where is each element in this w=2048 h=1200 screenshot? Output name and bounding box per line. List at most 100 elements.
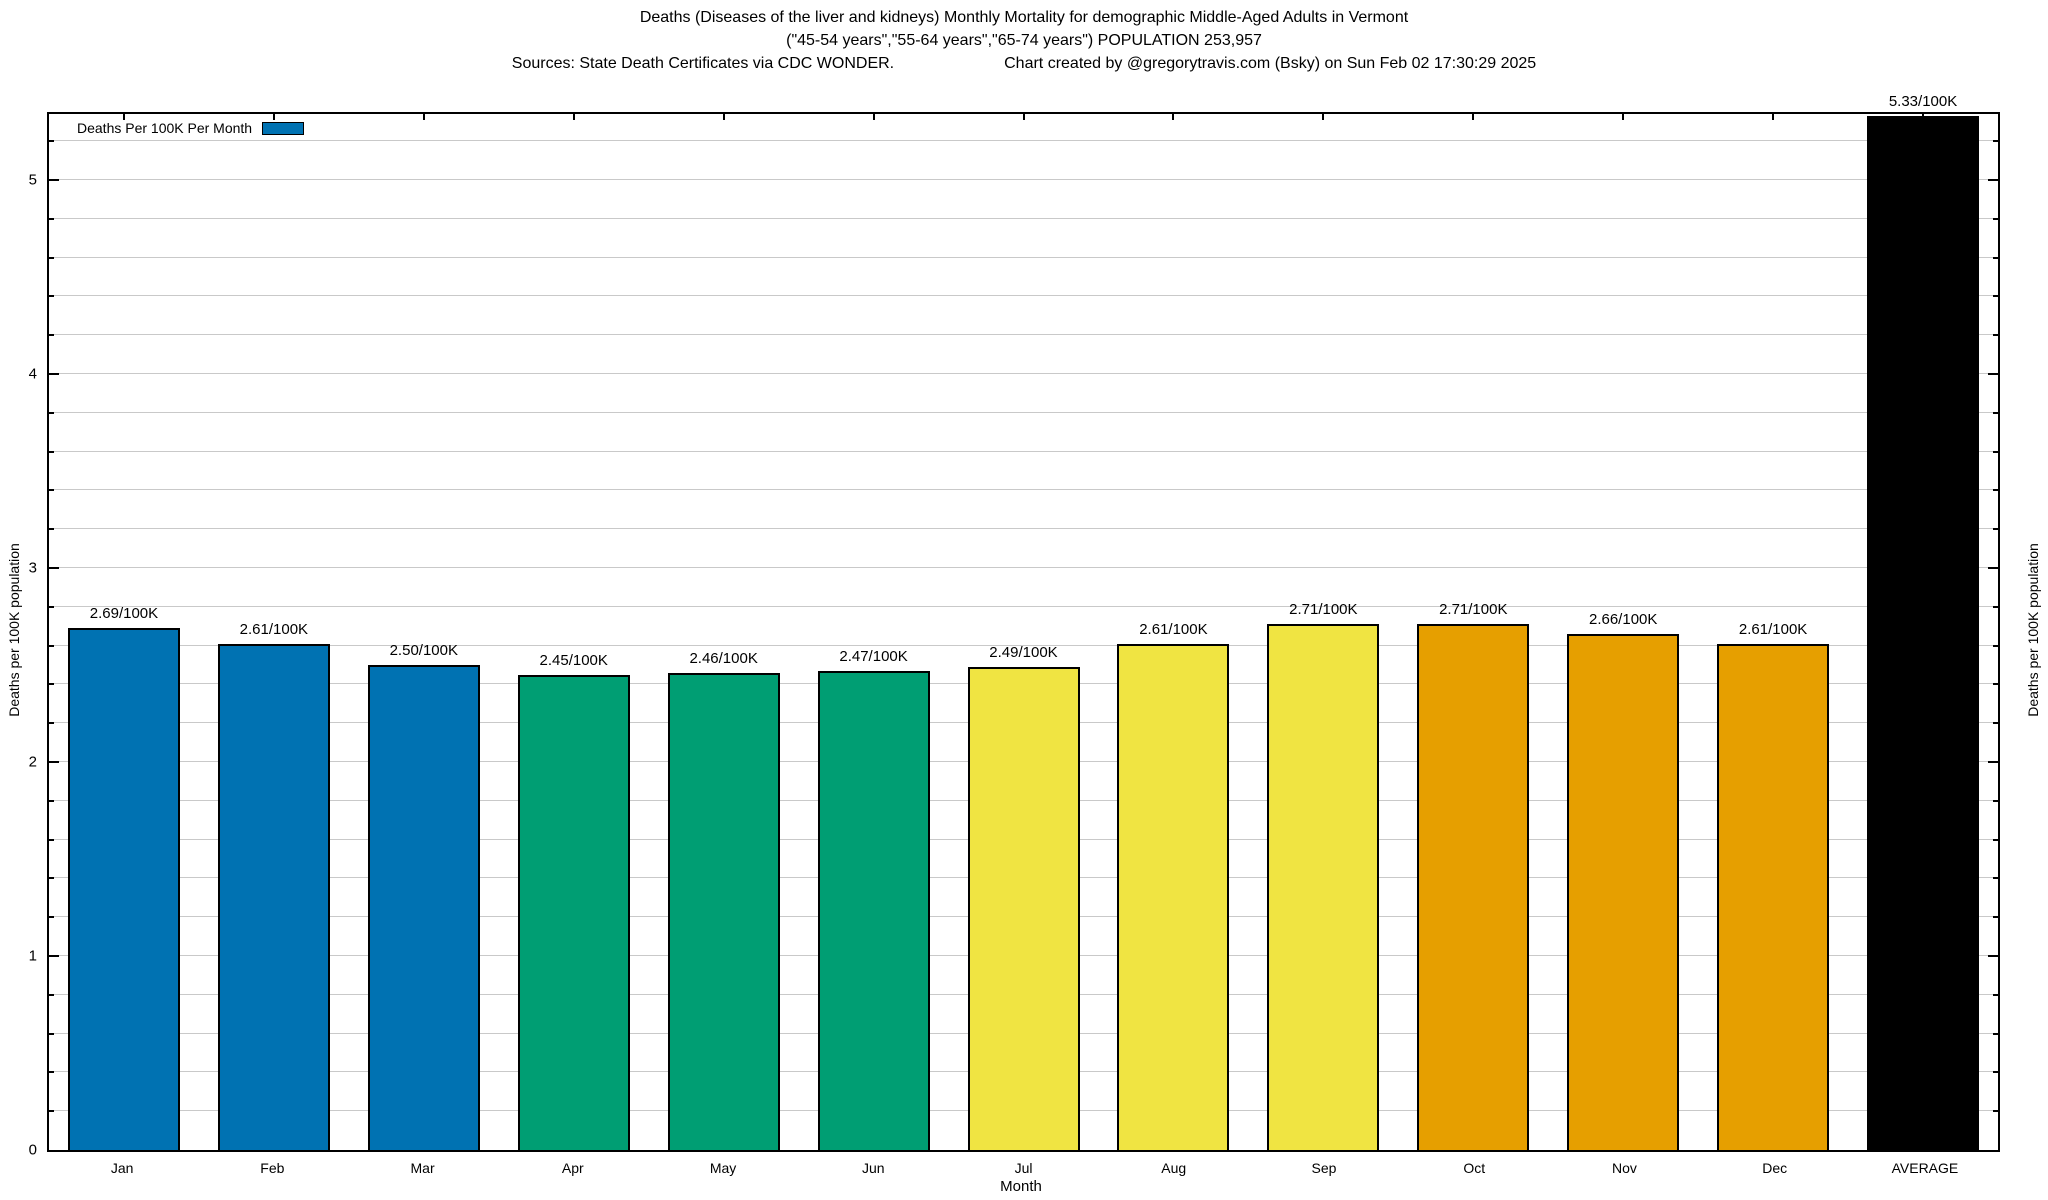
y-tick bbox=[1993, 877, 1998, 880]
y-tick bbox=[1993, 217, 1998, 220]
y-tick bbox=[1993, 683, 1998, 686]
x-tick-label-nov: Nov bbox=[1612, 1160, 1637, 1176]
y-tick bbox=[49, 450, 54, 453]
y-tick bbox=[49, 217, 54, 220]
y-tick bbox=[1993, 1032, 1998, 1035]
y-tick bbox=[49, 528, 54, 531]
bar-may bbox=[667, 672, 780, 1150]
y-tick bbox=[1993, 838, 1998, 841]
y-tick bbox=[1993, 256, 1998, 259]
bar-oct bbox=[1417, 624, 1530, 1150]
y-tick bbox=[1993, 644, 1998, 647]
y-gridline bbox=[49, 566, 1998, 568]
y-tick bbox=[49, 1032, 54, 1035]
y-tick bbox=[1993, 605, 1998, 608]
y-tick bbox=[49, 799, 54, 802]
y-tick-label: 0 bbox=[28, 1141, 37, 1159]
y-tick bbox=[49, 489, 54, 492]
y-tick bbox=[1988, 761, 1998, 763]
y-tick-label: 3 bbox=[28, 559, 37, 577]
x-axis-label: Month bbox=[1000, 1178, 1042, 1195]
bar-aug bbox=[1117, 643, 1230, 1150]
y-tick bbox=[49, 993, 54, 996]
x-tick-labels: Jan Feb Mar Apr May Jun Jul Aug Sep Oct Nov Dec AVER… bbox=[47, 1160, 2000, 1176]
x-top-tick bbox=[1472, 114, 1475, 120]
bar-jun bbox=[817, 670, 930, 1150]
bar-value-label: 2.61/100K bbox=[1139, 620, 1208, 638]
y-tick bbox=[49, 644, 54, 647]
y-gridline bbox=[49, 450, 1998, 452]
bar-value-label: 2.50/100K bbox=[389, 641, 458, 659]
y-tick bbox=[1993, 489, 1998, 492]
x-tick-label-dec: Dec bbox=[1762, 1160, 1788, 1176]
chart-title-line2: ("45-54 years","55-64 years","65-74 year… bbox=[786, 32, 1262, 49]
chart-source-row: Sources: State Death Certificates via CD… bbox=[0, 56, 2048, 72]
y-tick bbox=[1993, 334, 1998, 337]
x-top-tick bbox=[1022, 114, 1025, 120]
bar-value-label: 2.45/100K bbox=[539, 651, 608, 669]
y-tick-label: 2 bbox=[28, 753, 37, 771]
y-tick bbox=[49, 838, 54, 841]
y-gridline bbox=[49, 372, 1998, 374]
bar-jul bbox=[967, 666, 1080, 1150]
y-gridline bbox=[49, 256, 1998, 258]
y-axis-label-right: Deaths per 100K population bbox=[2025, 543, 2041, 717]
bar-value-label: 5.33/100K bbox=[1888, 92, 1958, 110]
bar-value-label: 2.49/100K bbox=[989, 643, 1058, 661]
chart-header: Deaths (Diseases of the liver and kidney… bbox=[0, 10, 2048, 79]
x-tick-label-feb: Feb bbox=[260, 1160, 285, 1176]
y-tick bbox=[1993, 1071, 1998, 1074]
y-gridline bbox=[49, 334, 1998, 336]
y-tick bbox=[49, 178, 59, 181]
y-tick-label: 4 bbox=[28, 365, 37, 383]
x-tick-label-sep: Sep bbox=[1311, 1160, 1337, 1176]
x-top-tick bbox=[1322, 114, 1325, 120]
plot-area: Deaths Per 100K Per Month 0 1 2 3 4 5 2.69/100… bbox=[29, 93, 2000, 1159]
bar-sep bbox=[1267, 624, 1380, 1150]
y-axis-label-left: Deaths per 100K population bbox=[6, 543, 22, 717]
y-tick bbox=[1988, 372, 1998, 375]
x-top-tick bbox=[722, 114, 725, 120]
bar-nov bbox=[1567, 633, 1680, 1150]
x-top-tick bbox=[272, 114, 275, 120]
y-tick bbox=[49, 140, 54, 143]
legend-swatch bbox=[262, 121, 305, 135]
y-tick bbox=[49, 605, 54, 608]
y-tick bbox=[49, 1071, 54, 1074]
bar-value-label: 2.71/100K bbox=[1289, 601, 1358, 619]
x-tick-label-jan: Jan bbox=[110, 1160, 134, 1176]
bar-value-label: 2.71/100K bbox=[1439, 601, 1508, 619]
x-top-tick bbox=[1772, 114, 1775, 120]
y-gridline bbox=[49, 528, 1998, 530]
x-tick-label-jul: Jul bbox=[1014, 1160, 1033, 1176]
bar-feb bbox=[217, 643, 330, 1150]
y-tick bbox=[1988, 955, 1998, 957]
x-tick-label-jun: Jun bbox=[862, 1160, 885, 1176]
chart-title-line1: Deaths (Diseases of the liver and kidney… bbox=[639, 9, 1409, 26]
y-tick bbox=[49, 295, 54, 298]
x-top-tick bbox=[1172, 114, 1175, 120]
x-tick-label-mar: Mar bbox=[410, 1160, 435, 1176]
y-tick bbox=[1993, 722, 1998, 725]
y-tick bbox=[1993, 295, 1998, 298]
x-tick-label-apr: Apr bbox=[561, 1160, 584, 1176]
y-gridline bbox=[49, 605, 1998, 607]
y-tick bbox=[49, 372, 59, 375]
chart-sources: Sources: State Death Certificates via CD… bbox=[511, 55, 895, 72]
bar-average bbox=[1867, 115, 1980, 1150]
y-gridline bbox=[49, 217, 1998, 219]
x-tick-label-oct: Oct bbox=[1463, 1160, 1486, 1176]
y-tick bbox=[49, 411, 54, 414]
y-gridline bbox=[49, 644, 1998, 646]
y-gridline bbox=[49, 178, 1998, 180]
y-tick-label: 1 bbox=[28, 947, 37, 965]
y-gridline bbox=[49, 295, 1998, 297]
y-tick bbox=[1988, 178, 1998, 181]
y-tick bbox=[49, 256, 54, 259]
bar-dec bbox=[1717, 643, 1830, 1150]
y-tick bbox=[1993, 993, 1998, 996]
bar-value-label: 2.69/100K bbox=[89, 605, 159, 623]
x-tick-label-aug: Aug bbox=[1161, 1160, 1187, 1176]
y-tick bbox=[49, 877, 54, 880]
